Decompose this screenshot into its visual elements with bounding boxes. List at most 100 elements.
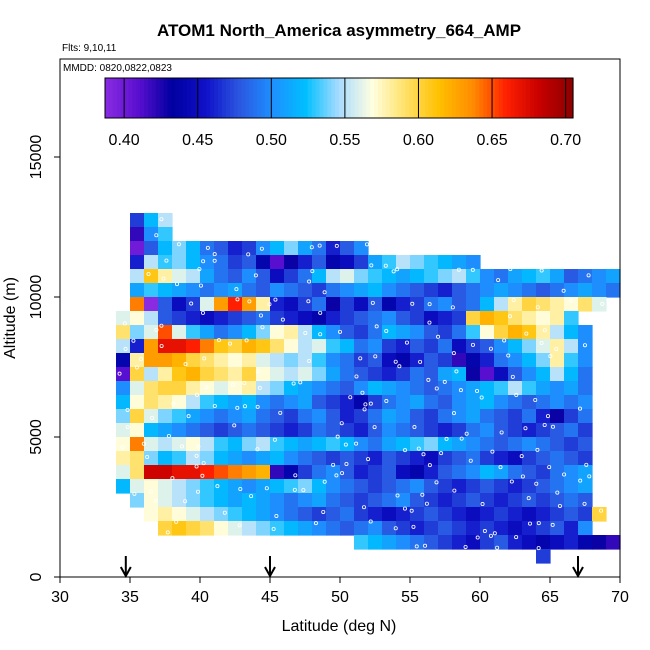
colorbar-segment (358, 78, 363, 118)
sample-point (480, 502, 485, 507)
sample-point (374, 324, 379, 329)
sample-point (141, 441, 146, 446)
heatmap-cell (396, 353, 411, 368)
heatmap-cell (326, 423, 341, 438)
colorbar-segment (253, 78, 258, 118)
sample-point (463, 544, 468, 549)
heatmap-cell (382, 395, 397, 410)
heatmap-cell (116, 451, 131, 466)
heatmap-cell (396, 395, 411, 410)
heatmap-cell (522, 409, 537, 424)
heatmap-cell (270, 367, 285, 382)
colorbar-tick-label: 0.65 (476, 132, 507, 149)
heatmap-cell (452, 395, 467, 410)
heatmap-cell (354, 395, 369, 410)
colorbar-segment (549, 78, 555, 118)
heatmap-cell (340, 269, 355, 284)
heatmap-cell (536, 395, 551, 410)
heatmap-cell (452, 353, 467, 368)
colorbar-segment (132, 78, 137, 118)
heatmap-cell (396, 451, 411, 466)
heatmap-cell (536, 339, 551, 354)
heatmap-cell (186, 423, 201, 438)
heatmap-cell (284, 297, 299, 312)
heatmap-cell (480, 339, 495, 354)
heatmap-cell (466, 325, 481, 340)
heatmap-cell (214, 311, 229, 326)
sample-point (122, 321, 127, 326)
heatmap-cell (326, 437, 341, 452)
heatmap-cell (158, 241, 173, 256)
heatmap-cell (312, 241, 327, 256)
heatmap-cell (116, 367, 131, 382)
heatmap-cell (116, 353, 131, 368)
heatmap-cell (396, 325, 411, 340)
heatmap-cell (480, 325, 495, 340)
sample-point (194, 453, 199, 458)
sample-point (397, 364, 402, 369)
colorbar-segment (331, 78, 336, 118)
sample-point (237, 523, 242, 528)
heatmap-cell (270, 409, 285, 424)
sample-point (470, 267, 475, 272)
heatmap-cell (466, 395, 481, 410)
heatmap-cell (480, 269, 495, 284)
heatmap-cell (144, 241, 159, 256)
sample-point (363, 402, 368, 407)
heatmap-cell (172, 255, 187, 270)
heatmap-cell (228, 465, 243, 480)
heatmap-cell (354, 311, 369, 326)
heatmap-cell (116, 409, 131, 424)
heatmap-cell (578, 353, 593, 368)
heatmap-cell (326, 283, 341, 298)
heatmap-cell (550, 465, 565, 480)
heatmap-cell (564, 409, 579, 424)
colorbar-segment (261, 78, 266, 118)
heatmap-cell (284, 451, 299, 466)
sample-point (117, 371, 122, 376)
x-axis: 30 35 40 45 50 55 60 65 70 (51, 577, 629, 606)
heatmap-cell (256, 339, 271, 354)
sample-point (539, 268, 544, 273)
heatmap-cell (354, 409, 369, 424)
heatmap-cell (354, 479, 369, 494)
sample-point (159, 323, 164, 328)
sample-point (358, 356, 363, 361)
heatmap-cell (424, 283, 439, 298)
sample-point (291, 381, 296, 386)
y-axis: 0 5000 10000 15000 (28, 135, 60, 581)
heatmap-cell (242, 353, 257, 368)
heatmap-cell (228, 381, 243, 396)
heatmap-cell (270, 437, 285, 452)
heatmap-cell (438, 283, 453, 298)
heatmap-cell (564, 297, 579, 312)
heatmap-cell (312, 297, 327, 312)
heatmap-cell (368, 283, 383, 298)
heatmap-cell (200, 353, 215, 368)
sample-point (259, 246, 264, 251)
heatmap-cell (284, 367, 299, 382)
sample-point (370, 300, 375, 305)
heatmap-cell (508, 409, 523, 424)
heatmap-cell (480, 507, 495, 522)
heatmap-cell (522, 437, 537, 452)
sample-point (179, 444, 184, 449)
heatmap-cell (536, 353, 551, 368)
heatmap-cell (522, 493, 537, 508)
heatmap-cell (578, 381, 593, 396)
heatmap-cell (312, 367, 327, 382)
sample-point (496, 278, 501, 283)
heatmap-cell (592, 269, 607, 284)
heatmap-cell (368, 423, 383, 438)
heatmap-cell (340, 297, 355, 312)
sample-point (132, 491, 137, 496)
sample-point (519, 454, 524, 459)
heatmap-cell (452, 381, 467, 396)
heatmap-cell (508, 507, 523, 522)
heatmap-cell (522, 283, 537, 298)
heatmap-cell (256, 381, 271, 396)
colorbar-segment (249, 78, 254, 118)
heatmap-cell (312, 381, 327, 396)
sample-point (164, 258, 169, 263)
